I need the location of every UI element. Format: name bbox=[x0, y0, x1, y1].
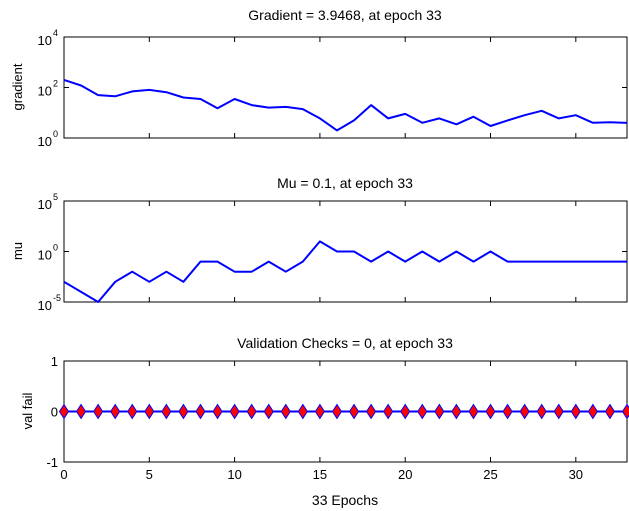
data-point-diamond bbox=[587, 403, 598, 420]
ytick-exponent: 4 bbox=[53, 28, 58, 38]
ytick-label: 10 bbox=[38, 33, 52, 48]
valfail-xticks: 0 5 10 15 20 25 30 bbox=[60, 361, 583, 482]
ytick-label: 10 bbox=[38, 298, 52, 313]
data-point-diamond bbox=[348, 403, 360, 420]
data-point-diamond bbox=[93, 403, 104, 420]
ytick-exponent: -5 bbox=[53, 293, 61, 303]
mu-xticks bbox=[63, 201, 577, 302]
data-point-diamond bbox=[519, 403, 530, 420]
data-point-diamond bbox=[195, 403, 206, 420]
valfail-plot-title: Validation Checks = 0, at epoch 33 bbox=[237, 335, 453, 351]
data-point-diamond bbox=[297, 403, 308, 420]
data-point-diamond bbox=[331, 403, 343, 420]
xtick-label: 15 bbox=[313, 467, 327, 482]
data-point-diamond bbox=[536, 403, 547, 420]
ytick-label: 0 bbox=[51, 405, 58, 420]
gradient-plot-panel: Gradient = 3.9468, at epoch 33 gradient … bbox=[10, 7, 628, 149]
xtick-label: 30 bbox=[569, 467, 583, 482]
gradient-axes bbox=[63, 36, 628, 139]
data-point-diamond bbox=[263, 403, 274, 420]
ytick-label: 10 bbox=[38, 197, 52, 212]
ytick-label: 10 bbox=[38, 84, 52, 99]
ytick-label: 1 bbox=[51, 354, 58, 369]
data-point-diamond bbox=[144, 403, 155, 420]
xtick-label: 0 bbox=[60, 467, 67, 482]
ytick-label: 10 bbox=[38, 248, 52, 263]
data-point-diamond bbox=[75, 403, 87, 420]
data-point-diamond bbox=[280, 403, 291, 420]
data-point-diamond bbox=[451, 403, 462, 420]
valfail-series bbox=[58, 403, 629, 420]
gradient-ylabel: gradient bbox=[10, 63, 25, 110]
gradient-series bbox=[63, 78, 628, 132]
series-line bbox=[63, 78, 628, 132]
valfail-xlabel: 33 Epochs bbox=[312, 492, 378, 508]
data-point-diamond bbox=[502, 403, 513, 420]
ytick-exponent: 0 bbox=[53, 243, 58, 253]
data-point-diamond bbox=[400, 403, 411, 420]
data-point-diamond bbox=[434, 403, 445, 420]
data-point-diamond bbox=[604, 403, 616, 420]
data-point-diamond bbox=[110, 403, 121, 420]
gradient-plot-title: Gradient = 3.9468, at epoch 33 bbox=[248, 7, 442, 23]
ytick-exponent: 5 bbox=[53, 192, 58, 202]
mu-series bbox=[63, 240, 627, 303]
mu-ylabel: mu bbox=[10, 242, 25, 260]
data-point-diamond bbox=[383, 403, 394, 420]
ytick-exponent: 0 bbox=[53, 129, 58, 139]
data-point-diamond bbox=[246, 403, 257, 420]
data-point-diamond bbox=[468, 403, 479, 420]
data-point-diamond bbox=[58, 403, 70, 420]
data-point-diamond bbox=[212, 403, 223, 420]
xtick-label: 20 bbox=[398, 467, 412, 482]
xtick-label: 25 bbox=[483, 467, 497, 482]
data-point-diamond bbox=[417, 403, 428, 420]
valfail-plot-panel: Validation Checks = 0, at epoch 33 val f… bbox=[20, 335, 629, 508]
data-point-diamond bbox=[365, 403, 377, 420]
valfail-ylabel: val fail bbox=[20, 392, 35, 429]
gradient-xticks bbox=[63, 37, 577, 138]
ytick-label: 10 bbox=[38, 134, 52, 149]
data-point-diamond bbox=[553, 403, 564, 420]
xtick-label: 10 bbox=[227, 467, 241, 482]
ytick-exponent: 2 bbox=[53, 79, 58, 89]
data-point-diamond bbox=[621, 403, 629, 420]
ytick-label: -1 bbox=[46, 455, 58, 470]
data-point-diamond bbox=[127, 403, 138, 420]
data-point-diamond bbox=[314, 403, 326, 420]
data-point-diamond bbox=[229, 403, 240, 420]
series-line bbox=[63, 240, 627, 303]
mu-plot-title: Mu = 0.1, at epoch 33 bbox=[277, 175, 413, 191]
xtick-label: 5 bbox=[146, 467, 153, 482]
data-point-diamond bbox=[485, 403, 496, 420]
data-point-diamond bbox=[161, 403, 172, 420]
data-point-diamond bbox=[178, 403, 189, 420]
data-point-diamond bbox=[570, 403, 581, 420]
